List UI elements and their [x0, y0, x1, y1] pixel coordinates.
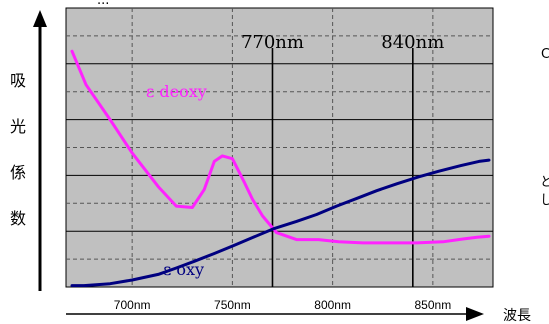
- x-tick-label: 700nm: [114, 298, 151, 312]
- y-axis-arrowhead: [33, 10, 47, 27]
- clipped-text-top: ...: [97, 0, 109, 8]
- clipped-text-right-mid-2: し: [540, 193, 549, 208]
- marker-label: 770nm: [241, 32, 304, 53]
- oxy-line: [70, 158, 491, 287]
- x-tick-label: 800nm: [314, 298, 351, 312]
- wavelength-markers: 770nm 840nm: [241, 32, 444, 287]
- deoxy-line: [70, 49, 491, 245]
- clipped-text-right-top: C: [541, 47, 549, 62]
- y-label-char: 数: [10, 209, 26, 228]
- y-label-char: 吸: [10, 71, 26, 90]
- deoxy-series-label: ε deoxy: [146, 82, 207, 101]
- series-lines: [70, 49, 491, 287]
- marker-label: 840nm: [381, 32, 444, 53]
- y-label-char: 係: [10, 163, 26, 182]
- x-tick-label: 750nm: [214, 298, 251, 312]
- horizontal-gridlines: [66, 35, 493, 260]
- x-axis-arrowhead: [466, 307, 484, 321]
- x-axis-label: 波長: [503, 308, 531, 324]
- y-label-char: 光: [10, 117, 26, 136]
- x-tick-labels: 700nm 750nm 800nm 850nm: [114, 298, 451, 312]
- oxy-series-label: ε oxy: [163, 260, 204, 279]
- clipped-text-right-mid-1: と: [540, 175, 549, 190]
- x-tick-label: 850nm: [415, 298, 452, 312]
